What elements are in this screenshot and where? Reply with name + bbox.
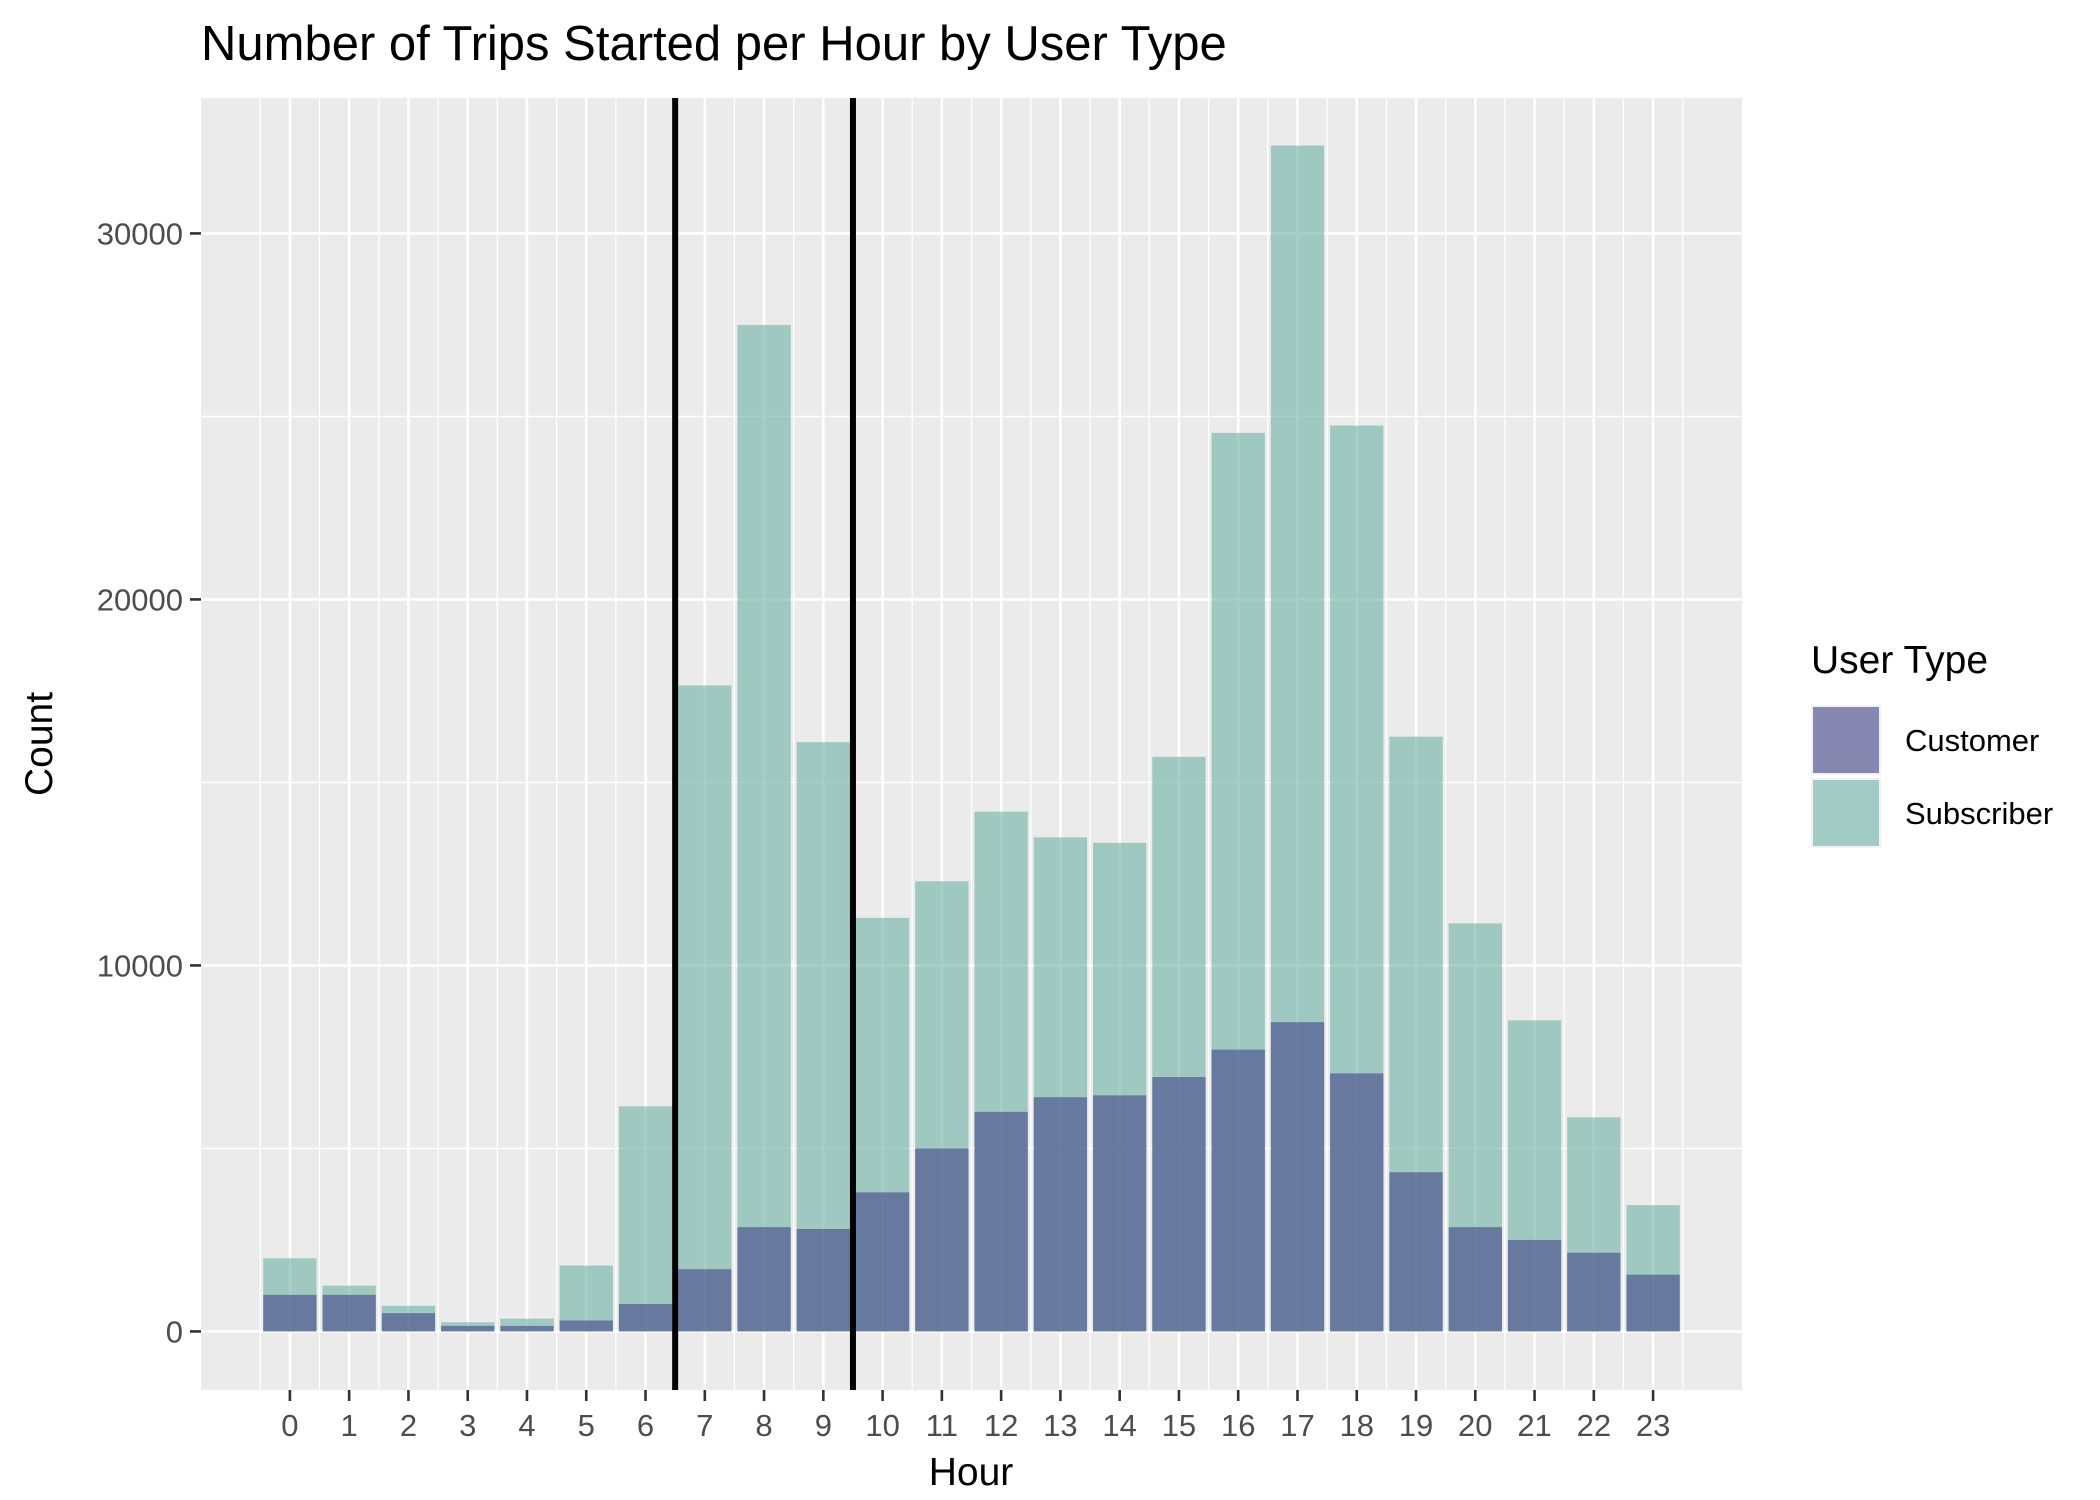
x-tick-label: 21 — [1517, 1408, 1551, 1443]
customer-bar-3 — [441, 1325, 495, 1332]
legend-label-customer: Customer — [1905, 723, 2039, 758]
customer-bars — [263, 1022, 1680, 1332]
customer-bar-13 — [1033, 1097, 1088, 1332]
x-tick-label: 6 — [637, 1408, 654, 1443]
x-tick-label: 4 — [518, 1408, 535, 1443]
x-tick-label: 13 — [1043, 1408, 1077, 1443]
y-tick-label: 10000 — [97, 948, 183, 983]
x-tick-label: 8 — [755, 1408, 772, 1443]
x-tick-label: 3 — [459, 1408, 476, 1443]
x-axis: 0 1 2 3 4 5 6 7 8 9 10 11 12 13 14 15 16 17 18 19 20 21 22 23 — [281, 1390, 1670, 1443]
x-tick-label: 1 — [341, 1408, 358, 1443]
x-tick-label: 22 — [1577, 1408, 1611, 1443]
x-tick-label: 16 — [1221, 1408, 1255, 1443]
customer-bar-2 — [381, 1313, 436, 1332]
customer-bar-19 — [1389, 1172, 1443, 1332]
customer-bar-8 — [737, 1227, 791, 1332]
x-axis-title: Hour — [929, 1451, 1014, 1494]
y-axis: 0 10000 20000 30000 — [97, 216, 201, 1349]
y-tick-label: 0 — [166, 1314, 183, 1349]
customer-bar-11 — [915, 1148, 969, 1332]
x-tick-label: 9 — [815, 1408, 832, 1443]
subscriber-bar-6 — [618, 1106, 673, 1332]
customer-bar-20 — [1448, 1227, 1502, 1332]
x-tick-label: 18 — [1340, 1408, 1374, 1443]
customer-bar-23 — [1626, 1274, 1680, 1332]
customer-bar-6 — [618, 1303, 673, 1332]
x-tick-label: 5 — [578, 1408, 595, 1443]
customer-bar-9 — [796, 1228, 850, 1332]
x-tick-label: 11 — [926, 1408, 958, 1443]
x-tick-label: 10 — [865, 1408, 899, 1443]
x-tick-label: 2 — [400, 1408, 417, 1443]
legend-swatch-customer — [1813, 707, 1879, 773]
x-tick-label: 14 — [1102, 1408, 1136, 1443]
customer-bar-15 — [1152, 1077, 1206, 1332]
legend: User Type Customer Subscriber — [1811, 639, 2053, 848]
customer-bar-5 — [559, 1320, 613, 1332]
y-tick-label: 20000 — [97, 582, 183, 617]
customer-bar-18 — [1330, 1073, 1384, 1332]
customer-bar-4 — [500, 1325, 554, 1332]
legend-title: User Type — [1811, 639, 1988, 682]
subscriber-bar-8 — [737, 324, 791, 1332]
customer-bar-17 — [1270, 1022, 1325, 1332]
customer-bar-1 — [322, 1294, 376, 1332]
customer-bar-14 — [1093, 1095, 1147, 1332]
x-tick-label: 7 — [696, 1408, 713, 1443]
x-tick-label: 19 — [1399, 1408, 1433, 1443]
customer-bar-22 — [1567, 1252, 1621, 1332]
x-tick-label: 0 — [281, 1408, 298, 1443]
x-tick-label: 15 — [1162, 1408, 1196, 1443]
customer-bar-0 — [263, 1294, 317, 1332]
y-tick-label: 30000 — [97, 216, 183, 251]
customer-bar-12 — [974, 1111, 1028, 1332]
chart-title: Number of Trips Started per Hour by User… — [201, 17, 1227, 71]
x-tick-label: 20 — [1458, 1408, 1492, 1443]
legend-swatch-subscriber — [1813, 780, 1879, 846]
customer-bar-21 — [1507, 1239, 1562, 1332]
x-tick-label: 23 — [1636, 1408, 1670, 1443]
subscriber-bar-7 — [678, 685, 732, 1332]
y-axis-title: Count — [18, 692, 61, 796]
x-tick-label: 12 — [984, 1408, 1018, 1443]
reference-lines — [672, 98, 856, 1390]
legend-label-subscriber: Subscriber — [1905, 796, 2053, 831]
customer-bar-10 — [855, 1192, 910, 1332]
customer-bar-7 — [678, 1269, 732, 1332]
x-tick-label: 17 — [1280, 1408, 1314, 1443]
customer-bar-16 — [1211, 1049, 1265, 1332]
